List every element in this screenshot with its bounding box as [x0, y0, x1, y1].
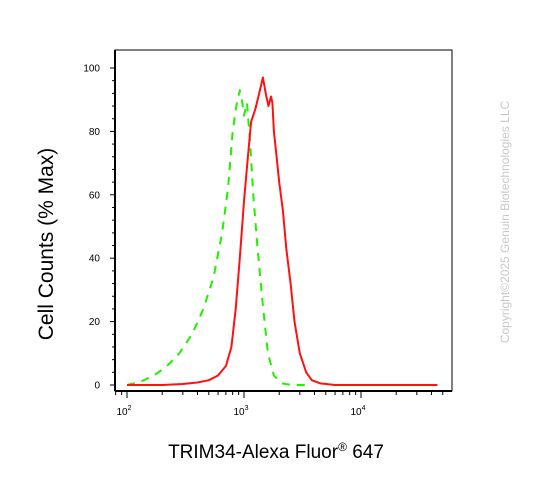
series-line-1 — [126, 89, 308, 386]
x-tick-label: 103 — [233, 405, 248, 418]
copyright-watermark: Copyright©2025 Genuin Biotechnologies LL… — [498, 101, 512, 344]
y-axis-title: Cell Counts (% Max) — [35, 148, 58, 341]
x-tick-label: 104 — [350, 405, 365, 418]
y-tick-label: 0 — [94, 381, 100, 392]
x-axis-title: TRIM34-Alexa Fluor® 647 — [168, 440, 384, 463]
series-layer — [126, 76, 438, 386]
x-tick-label: 102 — [116, 405, 131, 418]
y-tick-label: 100 — [83, 64, 100, 75]
axes-layer: 0 20 40 60 80 100 102 103 104 — [83, 50, 452, 418]
series-line-2 — [127, 76, 438, 386]
y-tick-label: 60 — [89, 190, 101, 201]
y-tick-label: 40 — [89, 254, 101, 265]
y-tick-label: 20 — [89, 317, 101, 328]
y-tick-label: 80 — [89, 127, 101, 138]
